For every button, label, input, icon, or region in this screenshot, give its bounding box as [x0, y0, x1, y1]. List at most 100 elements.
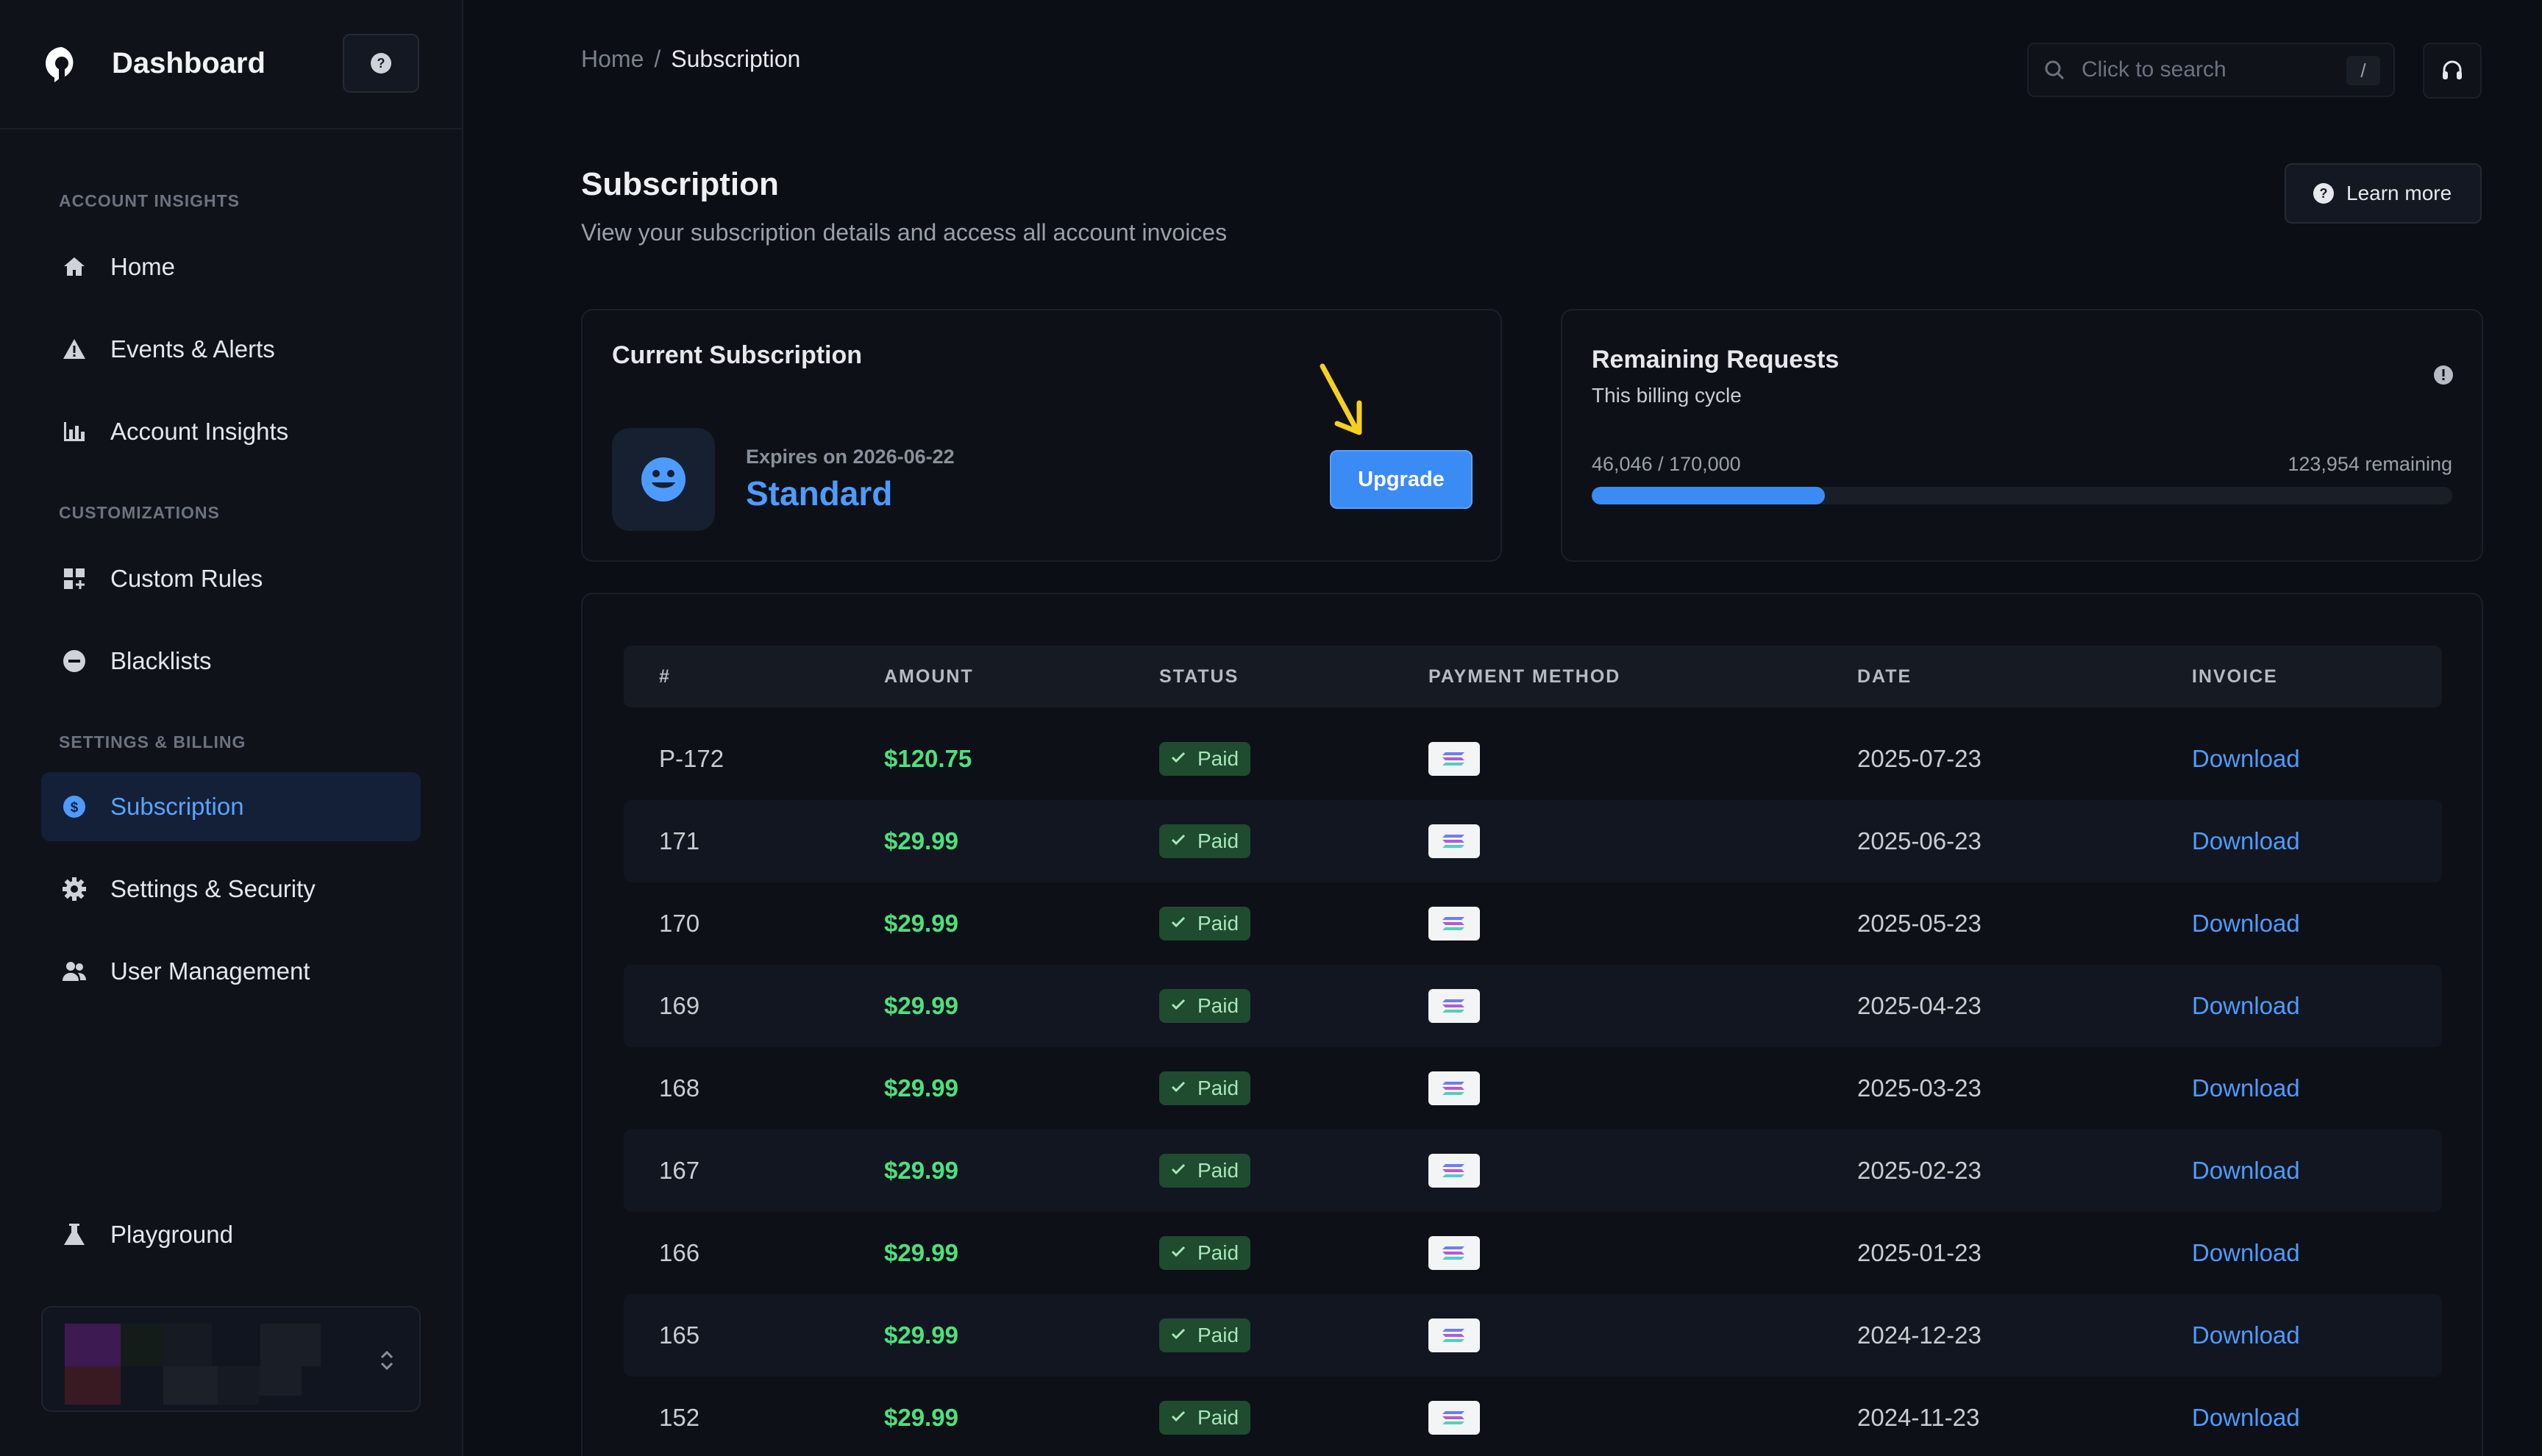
learn-more-button[interactable]: ? Learn more: [2285, 163, 2482, 224]
logo-icon: [45, 47, 74, 82]
invoice-status: Paid: [1159, 1130, 1251, 1212]
upgrade-button[interactable]: Upgrade: [1330, 450, 1473, 509]
breadcrumb-current: Subscription: [671, 46, 801, 72]
invoice-date: 2025-03-23: [1857, 1074, 1982, 1102]
sidebar-item-blacklists[interactable]: Blacklists: [41, 627, 421, 696]
table-row: 169 $29.99 Paid 2025-04-23 Download: [624, 965, 2442, 1047]
download-invoice-link[interactable]: Download: [2192, 745, 2300, 772]
invoice-status: Paid: [1159, 882, 1251, 965]
sidebar-item-label: Custom Rules: [110, 565, 263, 592]
invoices-table: # AMOUNT STATUS PAYMENT METHOD DATE INVO…: [581, 593, 2483, 1456]
status-badge: Paid: [1159, 742, 1251, 776]
sidebar-item-label: User Management: [110, 957, 310, 985]
sidebar-item-playground[interactable]: Playground: [41, 1200, 421, 1269]
table-row: 165 $29.99 Paid 2024-12-23 Download: [624, 1294, 2442, 1377]
sidebar-item-account-insights[interactable]: Account Insights: [41, 397, 421, 466]
status-badge: Paid: [1159, 1401, 1251, 1435]
svg-text:?: ?: [377, 56, 385, 71]
sidebar-item-label: Account Insights: [110, 418, 289, 445]
invoice-date: 2025-01-23: [1857, 1239, 1982, 1266]
requests-remaining: 123,954 remaining: [2288, 453, 2452, 475]
payment-method: [1428, 965, 1480, 1047]
remaining-requests-card: Remaining Requests This billing cycle 46…: [1561, 309, 2483, 562]
page-title: Subscription: [581, 166, 779, 202]
sidebar-item-settings-security[interactable]: Settings & Security: [41, 854, 421, 924]
invoice-id: 169: [659, 992, 700, 1019]
status-label: Paid: [1197, 829, 1239, 852]
download-invoice-link[interactable]: Download: [2192, 827, 2300, 854]
sidebar-item-events-alerts[interactable]: Events & Alerts: [41, 315, 421, 384]
warning-icon: [60, 335, 88, 363]
learn-more-label: Learn more: [2346, 182, 2452, 204]
invoice-amount: $29.99: [884, 992, 958, 1019]
sidebar-item-label: Subscription: [110, 793, 244, 820]
dollar-circle-icon: $: [60, 793, 88, 821]
card-subtitle: This billing cycle: [1592, 384, 1742, 407]
download-invoice-link[interactable]: Download: [2192, 1157, 2300, 1184]
sidebar-item-subscription[interactable]: $ Subscription: [41, 772, 421, 841]
invoice-status: Paid: [1159, 718, 1251, 800]
bar-chart-icon: [60, 418, 88, 446]
payment-method: [1428, 1047, 1480, 1130]
home-icon: [60, 253, 88, 281]
solana-icon: [1428, 824, 1480, 858]
expiry-date: Expires on 2026-06-22: [746, 446, 955, 468]
app-title: Dashboard: [112, 47, 266, 79]
invoice-amount: $120.75: [884, 745, 972, 772]
invoice-date: 2025-06-23: [1857, 827, 1982, 854]
invoice-id: 166: [659, 1239, 700, 1266]
download-invoice-link[interactable]: Download: [2192, 1074, 2300, 1102]
table-row: 166 $29.99 Paid 2025-01-23 Download: [624, 1212, 2442, 1294]
column-header-invoice: INVOICE: [2192, 666, 2278, 687]
invoice-id: 170: [659, 910, 700, 937]
table-row: 152 $29.99 Paid 2024-11-23 Download: [624, 1377, 2442, 1456]
breadcrumb-home[interactable]: Home: [581, 46, 644, 72]
support-button[interactable]: [2423, 43, 2482, 99]
invoice-amount: $29.99: [884, 1239, 958, 1266]
solana-icon: [1428, 1071, 1480, 1105]
solana-icon: [1428, 742, 1480, 776]
solana-icon: [1428, 1154, 1480, 1188]
flask-icon: [60, 1221, 88, 1249]
sidebar-item-custom-rules[interactable]: Custom Rules: [41, 544, 421, 613]
invoice-status: Paid: [1159, 800, 1251, 882]
payment-method: [1428, 1294, 1480, 1377]
invoice-amount: $29.99: [884, 1074, 958, 1102]
status-label: Paid: [1197, 747, 1239, 770]
invoice-id: 171: [659, 827, 700, 854]
download-invoice-link[interactable]: Download: [2192, 910, 2300, 937]
invoice-amount: $29.99: [884, 1404, 958, 1431]
plan-name: Standard: [746, 474, 893, 513]
payment-method: [1428, 1212, 1480, 1294]
info-icon[interactable]: [2433, 365, 2454, 385]
table-row: P-172 $120.75 Paid 2025-07-23 Download: [624, 718, 2442, 800]
download-invoice-link[interactable]: Download: [2192, 1404, 2300, 1431]
table-row: 170 $29.99 Paid 2025-05-23 Download: [624, 882, 2442, 965]
help-button[interactable]: ?: [343, 34, 419, 93]
status-badge: Paid: [1159, 1154, 1251, 1188]
search-input[interactable]: Click to search /: [2027, 43, 2395, 97]
users-icon: [60, 957, 88, 985]
status-label: Paid: [1197, 1406, 1239, 1429]
check-icon: [1169, 1243, 1187, 1264]
sidebar-item-home[interactable]: Home: [41, 232, 421, 301]
account-switcher[interactable]: [41, 1306, 421, 1412]
download-invoice-link[interactable]: Download: [2192, 1321, 2300, 1349]
invoice-id: P-172: [659, 745, 724, 772]
sidebar-item-user-management[interactable]: User Management: [41, 937, 421, 1006]
plan-avatar: [612, 428, 715, 531]
chevron-up-down-icon: [380, 1350, 394, 1371]
page-subtitle: View your subscription details and acces…: [581, 219, 1228, 246]
column-header-date: DATE: [1857, 666, 1912, 687]
invoice-amount: $29.99: [884, 910, 958, 937]
status-label: Paid: [1197, 1324, 1239, 1346]
breadcrumb: Home / Subscription: [581, 46, 800, 73]
section-label-settings-billing: SETTINGS & BILLING: [59, 732, 246, 752]
download-invoice-link[interactable]: Download: [2192, 1239, 2300, 1266]
usage-progress-fill: [1592, 487, 1825, 504]
status-label: Paid: [1197, 912, 1239, 935]
sidebar-item-label: Blacklists: [110, 647, 212, 674]
invoice-amount: $29.99: [884, 1321, 958, 1349]
invoice-status: Paid: [1159, 1047, 1251, 1130]
download-invoice-link[interactable]: Download: [2192, 992, 2300, 1019]
